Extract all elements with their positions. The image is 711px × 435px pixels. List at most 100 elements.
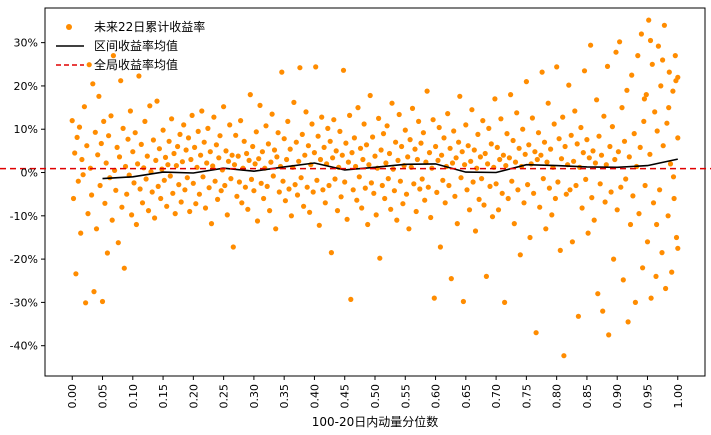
- scatter-point: [626, 154, 632, 160]
- scatter-point: [529, 115, 536, 121]
- scatter-point: [670, 174, 677, 180]
- scatter-point: [462, 162, 468, 168]
- scatter-point: [480, 118, 486, 124]
- x-tick-label: 1.00: [672, 384, 685, 409]
- scatter-point: [489, 214, 496, 220]
- scatter-point: [403, 191, 410, 197]
- scatter-point: [414, 156, 420, 163]
- scatter-point: [386, 150, 393, 157]
- scatter-point: [540, 176, 546, 182]
- scatter-point: [333, 148, 339, 154]
- y-tick-label: 0%: [21, 167, 38, 180]
- x-tick-label: 0.00: [66, 384, 79, 409]
- scatter-point: [298, 175, 304, 181]
- scatter-point: [465, 143, 471, 149]
- scatter-point: [338, 194, 344, 200]
- scatter-point: [476, 196, 482, 202]
- scatter-point: [543, 226, 549, 232]
- scatter-point: [619, 105, 625, 111]
- scatter-point: [116, 154, 123, 160]
- scatter-point: [357, 145, 364, 151]
- scatter-point: [551, 121, 557, 127]
- scatter-point: [314, 177, 320, 183]
- scatter-point: [311, 150, 317, 156]
- scatter-point: [431, 295, 437, 301]
- scatter-point: [521, 200, 527, 206]
- scatter-point: [532, 149, 538, 155]
- scatter-point: [138, 141, 144, 147]
- scatter-point: [244, 150, 250, 157]
- scatter-point: [92, 129, 98, 135]
- scatter-point: [331, 117, 337, 123]
- scatter-point: [108, 113, 114, 119]
- scatter-point: [91, 289, 97, 295]
- x-tick-label: 0.10: [127, 384, 140, 409]
- scatter-point: [265, 141, 271, 147]
- scatter-point: [636, 211, 642, 217]
- scatter-point: [479, 176, 485, 182]
- scatter-point: [363, 142, 370, 148]
- scatter-point: [625, 319, 631, 325]
- scatter-point: [211, 114, 217, 120]
- scatter-point: [597, 181, 603, 187]
- scatter-point: [494, 144, 500, 150]
- y-tick-label: -40%: [10, 340, 38, 353]
- scatter-point: [234, 193, 240, 199]
- scatter-point: [615, 149, 622, 155]
- x-tick-label: 0.85: [581, 384, 594, 409]
- scatter-point: [349, 150, 355, 156]
- scatter-point: [103, 160, 109, 166]
- scatter-point: [139, 200, 146, 206]
- scatter-point: [368, 180, 374, 186]
- scatter-point: [207, 149, 213, 155]
- scatter-point: [165, 162, 171, 168]
- scatter-point: [649, 61, 655, 67]
- scatter-point: [337, 128, 343, 134]
- scatter-point: [436, 124, 442, 131]
- scatter-point: [199, 108, 205, 114]
- scatter-point: [216, 155, 222, 161]
- scatter-point: [585, 230, 591, 236]
- scatter-point: [417, 186, 423, 192]
- scatter-point: [177, 131, 183, 137]
- scatter-point: [389, 100, 395, 106]
- scatter-point: [485, 161, 491, 167]
- scatter-point: [239, 200, 245, 206]
- scatter-point: [263, 123, 269, 129]
- scatter-point: [153, 157, 159, 163]
- scatter-point: [560, 114, 566, 120]
- scatter-point: [544, 159, 550, 165]
- mean-line-layer: [102, 158, 678, 180]
- scatter-point: [161, 177, 167, 183]
- scatter-point: [647, 151, 653, 157]
- scatter-point: [332, 176, 338, 182]
- scatter-point: [641, 96, 648, 102]
- scatter-point: [198, 152, 204, 158]
- scatter-point: [371, 190, 377, 196]
- scatter-point: [673, 234, 680, 241]
- scatter-point: [460, 298, 466, 305]
- scatter-point: [531, 190, 537, 196]
- scatter-point: [252, 161, 258, 167]
- scatter-point: [235, 153, 241, 159]
- scatter-point: [281, 136, 287, 142]
- x-tick-label: 0.15: [157, 384, 170, 409]
- scatter-point: [319, 114, 325, 120]
- scatter-point: [184, 175, 190, 181]
- scatter-point: [653, 273, 659, 279]
- scatter-point: [178, 199, 184, 205]
- scatter-point: [499, 190, 505, 196]
- scatter-point: [74, 134, 80, 140]
- scatter-point: [169, 116, 175, 122]
- scatter-point: [527, 234, 533, 241]
- scatter-point: [248, 176, 255, 182]
- scatter-point: [566, 82, 572, 88]
- scatter-point: [502, 299, 508, 305]
- scatter-point: [227, 122, 233, 128]
- scatter-point: [269, 111, 275, 117]
- scatter-point: [190, 180, 196, 186]
- scatter-point: [535, 130, 542, 136]
- scatter-point: [378, 147, 384, 153]
- scatter-point: [600, 308, 606, 314]
- scatter-point: [568, 132, 574, 138]
